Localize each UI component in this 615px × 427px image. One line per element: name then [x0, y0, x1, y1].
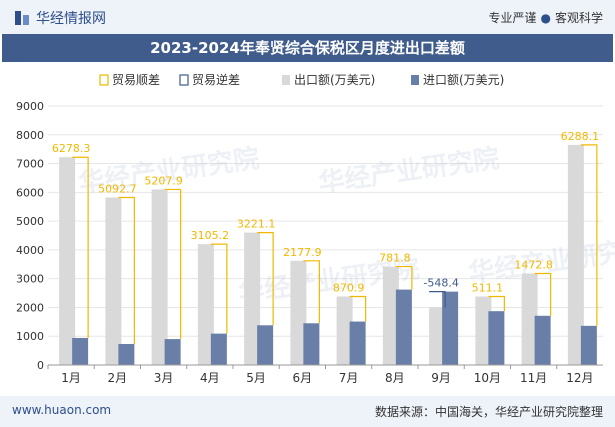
x-tick-label: 4月 [200, 371, 220, 385]
y-tick-label: 5000 [16, 215, 44, 228]
top-bar: 华经情报网 专业严谨 ● 客观科学 [0, 0, 615, 34]
import-bar [303, 323, 320, 365]
y-tick-label: 1000 [16, 330, 44, 343]
legend: 贸易顺差 贸易逆差 出口额(万美元) 进口额(万美元) [99, 72, 504, 87]
legend-export-swatch [282, 75, 290, 85]
x-tick-label: 5月 [246, 371, 266, 385]
export-bar [521, 273, 538, 365]
surplus-bracket [349, 295, 367, 322]
surplus-bracket [534, 272, 552, 316]
balance-data-label: 2177.9 [283, 246, 322, 259]
import-bar [349, 321, 366, 365]
balance-data-label: 5207.9 [144, 174, 183, 187]
x-tick-label: 1月 [61, 371, 81, 385]
import-bar [442, 291, 459, 365]
legend-surplus-swatch [99, 74, 109, 86]
import-bar [395, 289, 412, 365]
surplus-bracket [164, 188, 182, 340]
surplus-bracket [303, 260, 320, 324]
y-tick-label: 7000 [16, 158, 44, 171]
balance-data-label: 511.1 [472, 282, 504, 295]
import-bar [72, 337, 89, 365]
y-tick-label: 6000 [16, 186, 44, 199]
legend-import-label: 进口额(万美元) [423, 73, 504, 87]
data-source: 数据来源：中国海关，华经产业研究院整理 [374, 405, 603, 419]
import-bar [580, 325, 597, 365]
import-bar [210, 333, 227, 365]
y-tick-label: 9000 [16, 100, 44, 113]
balance-data-label: 3105.2 [191, 229, 230, 242]
bars: 6278.3 5092.7 5207.9 3105.2 3221.1 2177.9 870.… [52, 130, 599, 365]
x-tick-label: 9月 [431, 371, 451, 385]
bottom-bar: www.huaon.com 数据来源：中国海关，华经产业研究院整理 [0, 396, 615, 427]
balance-data-label: 3221.1 [237, 218, 276, 231]
import-bar [164, 339, 181, 365]
export-bar [290, 260, 307, 365]
y-axis: 0 1000 2000 3000 4000 5000 6000 7000 8000 9000 [16, 100, 603, 372]
slogan-dot-icon: ● [540, 11, 551, 25]
y-tick-label: 0 [37, 359, 44, 372]
brand-name: 华经情报网 [36, 11, 106, 27]
legend-export-label: 出口额(万美元) [294, 73, 375, 87]
legend-deficit-label: 贸易逆差 [192, 72, 240, 87]
export-bar [336, 296, 353, 365]
balance-data-label: 6288.1 [561, 130, 600, 143]
slogan: 专业严谨 ● 客观科学 [488, 9, 603, 26]
x-tick-label: 2月 [108, 371, 128, 385]
legend-deficit-swatch [179, 74, 189, 86]
balance-data-label: -548.4 [423, 277, 458, 290]
export-bar [475, 296, 492, 365]
brand: 华经情报网 [14, 8, 106, 28]
x-tick-label: 8月 [385, 371, 405, 385]
export-bar [567, 144, 584, 365]
balance-data-label: 1472.8 [514, 258, 553, 271]
chart-svg: 贸易顺差 贸易逆差 出口额(万美元) 进口额(万美元) 0 1000 2000 3000 40… [16, 72, 615, 385]
x-tick-label: 11月 [520, 371, 547, 385]
import-bar [118, 343, 135, 365]
legend-import-swatch [411, 75, 419, 85]
slogan-right: 客观科学 [554, 11, 603, 25]
y-tick-label: 4000 [16, 244, 44, 257]
y-tick-label: 8000 [16, 129, 44, 142]
balance-data-label: 870.9 [333, 282, 365, 295]
x-tick-label: 10月 [474, 371, 501, 385]
import-bar [488, 311, 505, 365]
x-tick-label: 3月 [154, 371, 174, 385]
chart-title: 2023-2024年奉贤综合保税区月度进出口差额 [2, 34, 613, 62]
slogan-left: 专业严谨 [488, 11, 537, 25]
import-bar [257, 325, 274, 365]
surplus-bracket [488, 295, 505, 312]
export-bar [151, 189, 168, 365]
export-bar [105, 197, 122, 365]
y-tick-label: 2000 [16, 301, 44, 314]
export-bar [429, 307, 446, 365]
x-tick-label: 6月 [293, 371, 313, 385]
surplus-bracket [210, 243, 228, 334]
x-tick-label: 7月 [339, 371, 359, 385]
deficit-bracket [429, 291, 446, 308]
balance-data-label: 6278.3 [52, 142, 91, 155]
export-bar [382, 266, 399, 365]
surplus-bracket [118, 196, 135, 344]
surplus-bracket [580, 144, 598, 326]
balance-data-label: 781.8 [379, 252, 411, 265]
surplus-bracket [395, 265, 413, 290]
watermark: 华经产业研究院 [317, 143, 502, 199]
site-url: www.huaon.com [12, 403, 112, 417]
y-tick-label: 3000 [16, 273, 44, 286]
x-tick-label: 12月 [566, 371, 593, 385]
export-bar [59, 157, 76, 365]
export-bar [197, 244, 214, 365]
surplus-bracket [257, 232, 274, 326]
surplus-bracket [72, 156, 89, 338]
export-bar [244, 232, 261, 365]
import-bar [534, 315, 551, 365]
x-axis: 1月 2月 3月 4月 5月 6月 7月 8月 9月 10月 11月 12月 [47, 364, 603, 385]
brand-logo-icon [15, 11, 29, 25]
balance-data-label: 5092.7 [98, 183, 137, 196]
legend-surplus-label: 贸易顺差 [112, 73, 160, 87]
